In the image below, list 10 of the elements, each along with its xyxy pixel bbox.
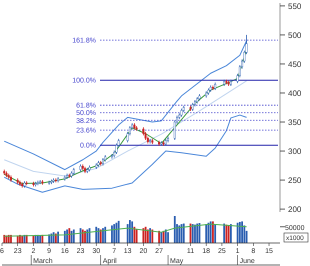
y-tick-label: 200 [288,205,302,214]
candlestick [115,143,118,154]
y-tick-label: 350 [288,118,302,128]
y-tick-label: 250 [288,176,302,186]
y-tick-label: 300 [288,147,302,156]
y-tick-label: 400 [288,88,302,98]
candlestick [174,120,176,140]
y-tick-label: 550 [288,2,302,11]
y-tick-label: 450 [288,60,302,69]
y-tick-label: 500 [288,30,302,40]
